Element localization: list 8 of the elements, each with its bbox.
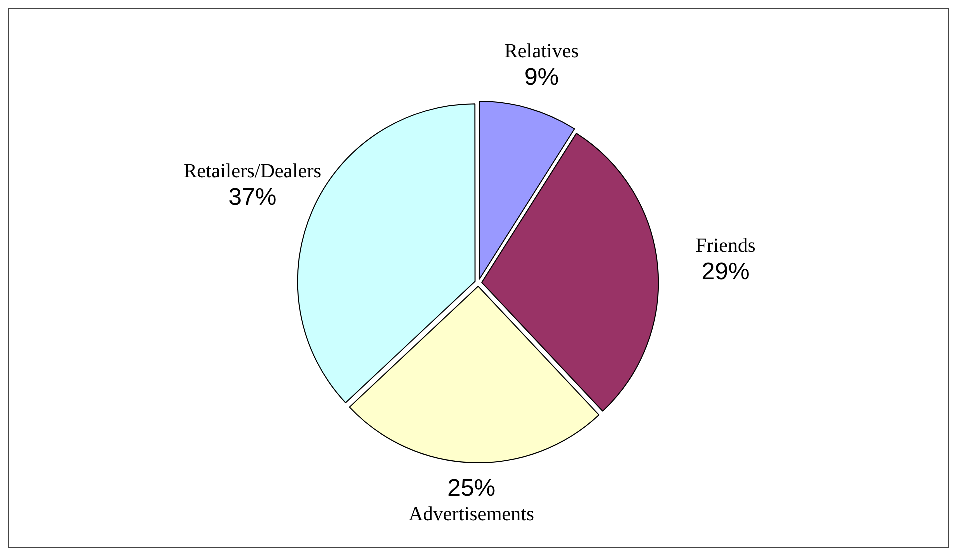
data-label: 29%	[702, 258, 750, 286]
data-label: 9%	[524, 64, 560, 91]
slice-label: Advertisements	[408, 504, 535, 526]
slice-label: Friends	[696, 234, 756, 257]
slice-label: Relatives	[504, 40, 580, 62]
slice-label: Retailers/Dealers	[184, 160, 322, 183]
data-label: 37%	[228, 184, 277, 211]
data-label: 25%	[448, 474, 496, 502]
